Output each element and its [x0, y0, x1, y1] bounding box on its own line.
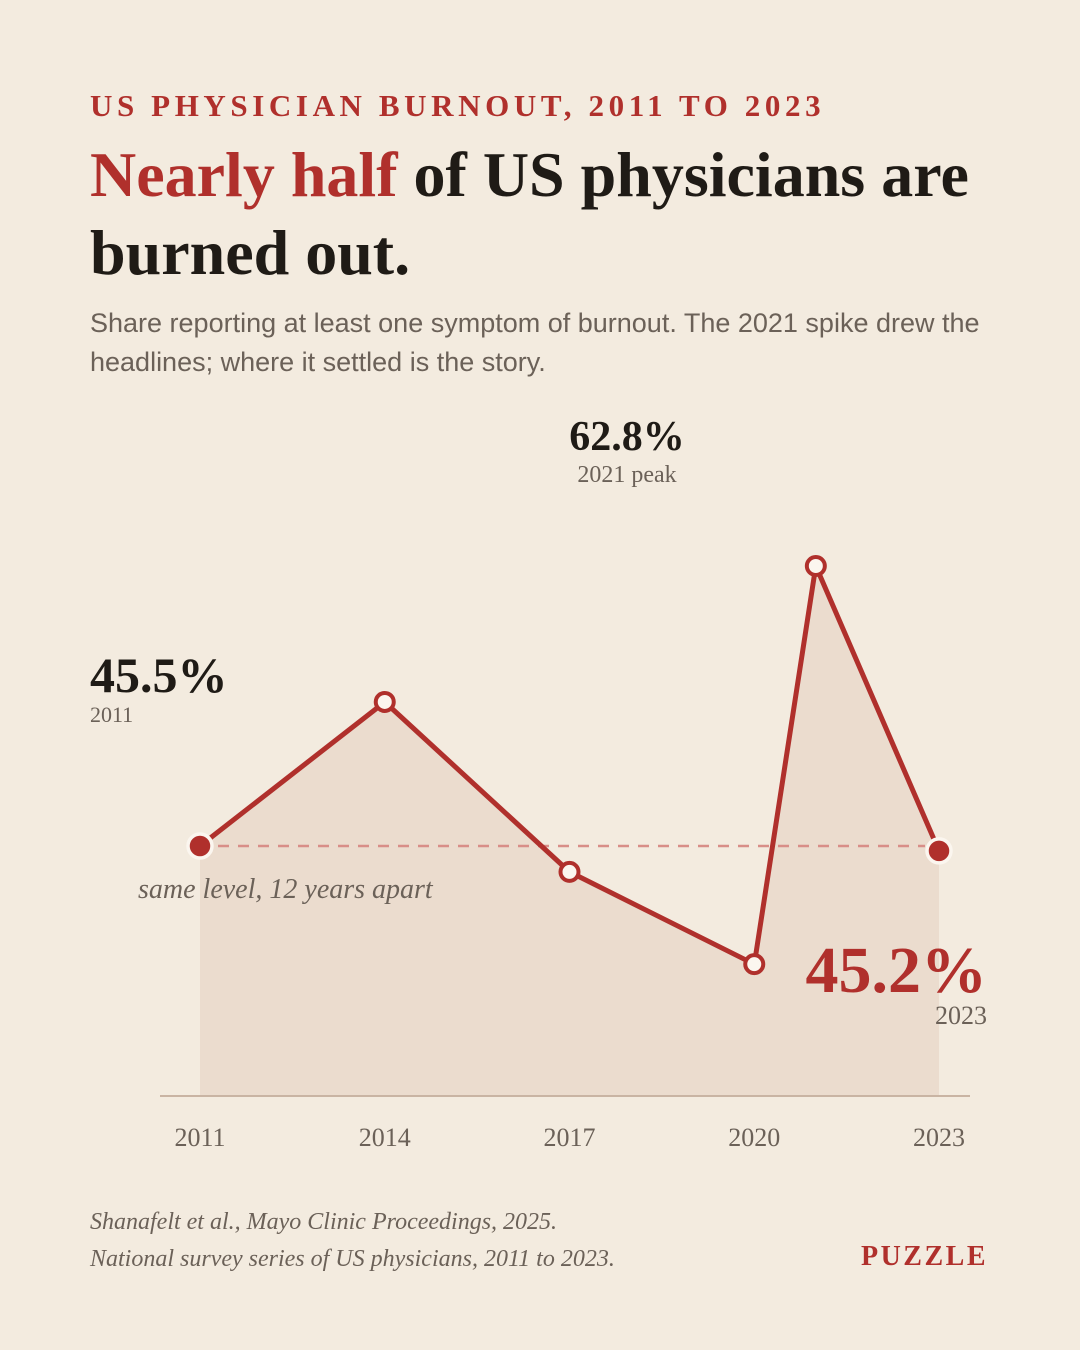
headline: Nearly half of US physicians are burned … [90, 136, 1030, 292]
x-tick-label: 2014 [359, 1123, 411, 1152]
reference-note: same level, 12 years apart [138, 874, 434, 905]
x-tick-label: 2017 [544, 1123, 596, 1152]
x-tick-label: 2023 [913, 1123, 965, 1152]
subtitle: Share reporting at least one symptom of … [90, 308, 980, 377]
x-tick-label: 2011 [174, 1123, 225, 1152]
series-line [197, 563, 942, 967]
source-note: Shanafelt et al., Mayo Clinic Proceeding… [90, 1204, 615, 1278]
headline-rest: of US physicians are burned out. [90, 139, 969, 288]
start-value-label: 45.5% [90, 647, 228, 703]
data-point [925, 837, 953, 865]
headline-accent: Nearly half [90, 139, 398, 210]
data-point [558, 860, 581, 883]
brand-logo: PUZZLE [860, 1241, 988, 1272]
kicker: US PHYSICIAN BURNOUT, 2011 TO 2023 [90, 88, 826, 123]
data-point [373, 690, 396, 713]
x-tick-label: 2020 [728, 1123, 780, 1152]
peak-year-label: 2021 peak [577, 462, 676, 488]
source-line-2: National survey series of US physicians,… [90, 1246, 615, 1272]
start-year-label: 2011 [90, 702, 133, 727]
end-year-label: 2023 [935, 1001, 987, 1030]
peak-value-label: 62.8% [569, 414, 685, 460]
source-line-1: Shanafelt et al., Mayo Clinic Proceeding… [90, 1209, 558, 1235]
data-point [804, 555, 827, 577]
data-point [743, 953, 766, 976]
area-fill [200, 566, 939, 1096]
end-value-label: 45.2% [806, 934, 988, 1007]
data-point [186, 832, 214, 860]
